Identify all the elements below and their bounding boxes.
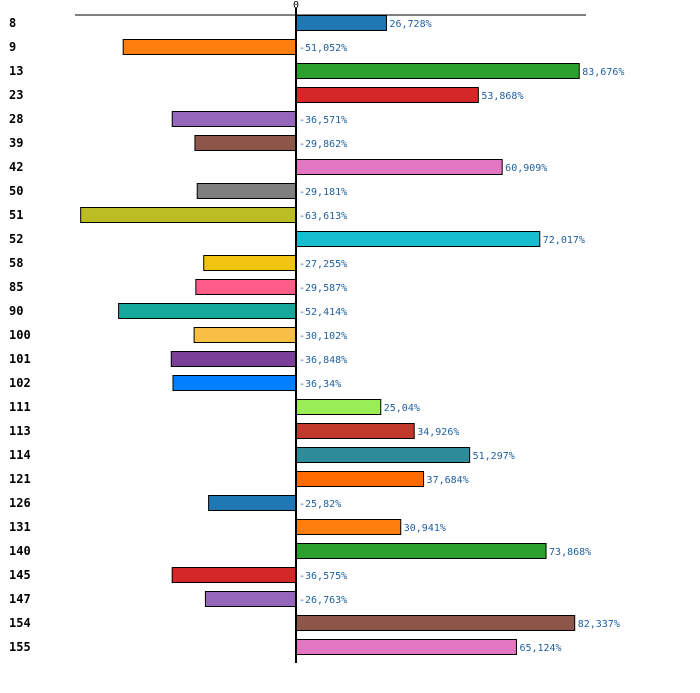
bar-85 bbox=[195, 279, 297, 295]
category-label-113: 113 bbox=[9, 424, 31, 438]
value-label-121: 37,684% bbox=[427, 475, 469, 486]
value-label-131: 30,941% bbox=[404, 523, 446, 534]
bar-42 bbox=[295, 159, 503, 175]
value-label-9: -51,052% bbox=[299, 43, 347, 54]
bar-147 bbox=[204, 591, 297, 607]
category-label-102: 102 bbox=[9, 376, 31, 390]
bar-145 bbox=[171, 567, 297, 583]
bar-52 bbox=[295, 231, 541, 247]
bar-51 bbox=[80, 207, 297, 223]
value-label-140: 73,868% bbox=[549, 547, 591, 558]
value-label-102: -36,34% bbox=[299, 379, 341, 390]
category-label-121: 121 bbox=[9, 472, 31, 486]
bar-101 bbox=[170, 351, 297, 367]
category-label-101: 101 bbox=[9, 352, 31, 366]
bar-100 bbox=[193, 327, 297, 343]
bar-8 bbox=[295, 15, 387, 31]
category-label-58: 58 bbox=[9, 256, 23, 270]
bar-131 bbox=[295, 519, 402, 535]
bar-102 bbox=[172, 375, 297, 391]
bar-28 bbox=[171, 111, 297, 127]
value-label-28: -36,571% bbox=[299, 115, 347, 126]
bar-58 bbox=[203, 255, 297, 271]
bar-13 bbox=[295, 63, 580, 79]
category-label-154: 154 bbox=[9, 616, 31, 630]
value-label-51: -63,613% bbox=[299, 211, 347, 222]
category-label-114: 114 bbox=[9, 448, 31, 462]
bar-154 bbox=[295, 615, 576, 631]
category-label-9: 9 bbox=[9, 40, 16, 54]
category-label-52: 52 bbox=[9, 232, 23, 246]
value-label-39: -29,862% bbox=[299, 139, 347, 150]
bar-114 bbox=[295, 447, 471, 463]
bar-121 bbox=[295, 471, 425, 487]
value-label-8: 26,728% bbox=[389, 19, 431, 30]
category-label-23: 23 bbox=[9, 88, 23, 102]
bar-155 bbox=[295, 639, 517, 655]
bar-39 bbox=[194, 135, 297, 151]
value-label-58: -27,255% bbox=[299, 259, 347, 270]
value-label-111: 25,04% bbox=[384, 403, 420, 414]
category-label-131: 131 bbox=[9, 520, 31, 534]
value-label-50: -29,181% bbox=[299, 187, 347, 198]
bar-90 bbox=[118, 303, 297, 319]
category-label-42: 42 bbox=[9, 160, 23, 174]
category-label-111: 111 bbox=[9, 400, 31, 414]
value-label-42: 60,909% bbox=[505, 163, 547, 174]
value-label-23: 53,868% bbox=[481, 91, 523, 102]
value-label-85: -29,587% bbox=[299, 283, 347, 294]
value-label-145: -36,575% bbox=[299, 571, 347, 582]
value-label-101: -36,848% bbox=[299, 355, 347, 366]
category-label-126: 126 bbox=[9, 496, 31, 510]
value-label-147: -26,763% bbox=[299, 595, 347, 606]
category-label-28: 28 bbox=[9, 112, 23, 126]
category-label-155: 155 bbox=[9, 640, 31, 654]
category-label-147: 147 bbox=[9, 592, 31, 606]
bar-23 bbox=[295, 87, 479, 103]
value-label-155: 65,124% bbox=[519, 643, 561, 654]
category-label-51: 51 bbox=[9, 208, 23, 222]
bar-140 bbox=[295, 543, 547, 559]
category-label-50: 50 bbox=[9, 184, 23, 198]
value-label-126: -25,82% bbox=[299, 499, 341, 510]
bar-126 bbox=[208, 495, 297, 511]
bar-113 bbox=[295, 423, 415, 439]
category-label-90: 90 bbox=[9, 304, 23, 318]
category-label-8: 8 bbox=[9, 16, 16, 30]
category-label-140: 140 bbox=[9, 544, 31, 558]
category-label-100: 100 bbox=[9, 328, 31, 342]
value-label-113: 34,926% bbox=[417, 427, 459, 438]
category-label-13: 13 bbox=[9, 64, 23, 78]
category-label-39: 39 bbox=[9, 136, 23, 150]
value-label-100: -30,102% bbox=[299, 331, 347, 342]
bar-50 bbox=[196, 183, 297, 199]
value-label-114: 51,297% bbox=[473, 451, 515, 462]
value-label-154: 82,337% bbox=[578, 619, 620, 630]
bar-9 bbox=[122, 39, 297, 55]
zero-tick-label: 0 bbox=[293, 0, 299, 11]
category-label-145: 145 bbox=[9, 568, 31, 582]
category-label-85: 85 bbox=[9, 280, 23, 294]
value-label-13: 83,676% bbox=[582, 67, 624, 78]
value-label-90: -52,414% bbox=[299, 307, 347, 318]
value-label-52: 72,017% bbox=[543, 235, 585, 246]
bars-layer bbox=[80, 15, 580, 655]
bar-111 bbox=[295, 399, 382, 415]
